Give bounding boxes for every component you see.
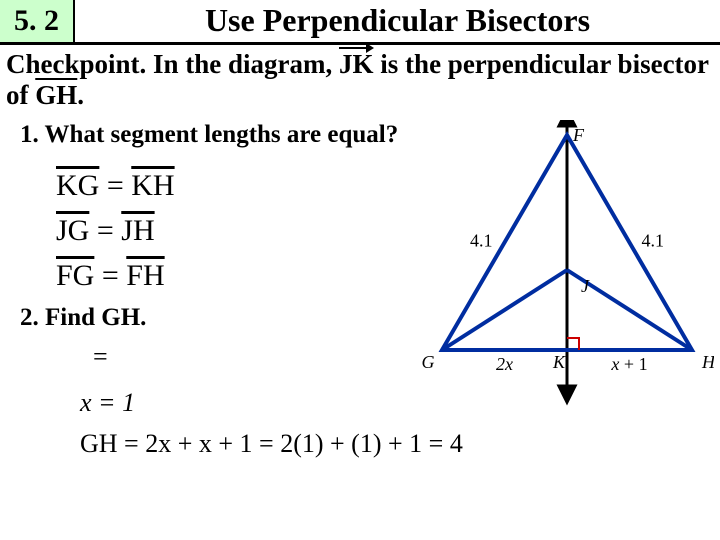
section-title: Use Perpendicular Bisectors: [75, 0, 720, 42]
svg-text:4.1: 4.1: [642, 231, 665, 251]
solve-line3: GH = 2x + x + 1 = 2(1) + (1) + 1 = 4: [80, 423, 720, 465]
svg-text:2x: 2x: [496, 354, 513, 374]
checkpoint-post: .: [77, 80, 84, 110]
segment-jk: JK: [339, 49, 374, 80]
svg-text:F: F: [572, 125, 585, 145]
segment-gh: GH: [35, 80, 77, 110]
svg-text:K: K: [552, 352, 566, 372]
checkpoint-text: Checkpoint. In the diagram, JK is the pe…: [0, 45, 720, 111]
svg-text:x + 1: x + 1: [610, 354, 647, 374]
section-number: 5. 2: [0, 0, 75, 42]
svg-text:H: H: [701, 352, 714, 372]
svg-text:G: G: [422, 352, 435, 372]
svg-text:4.1: 4.1: [470, 231, 493, 251]
checkpoint-pre: Checkpoint. In the diagram,: [6, 49, 339, 79]
triangle-diagram: F G H K J 4.1 4.1 2x x + 1: [422, 120, 714, 420]
svg-text:J: J: [581, 276, 590, 296]
